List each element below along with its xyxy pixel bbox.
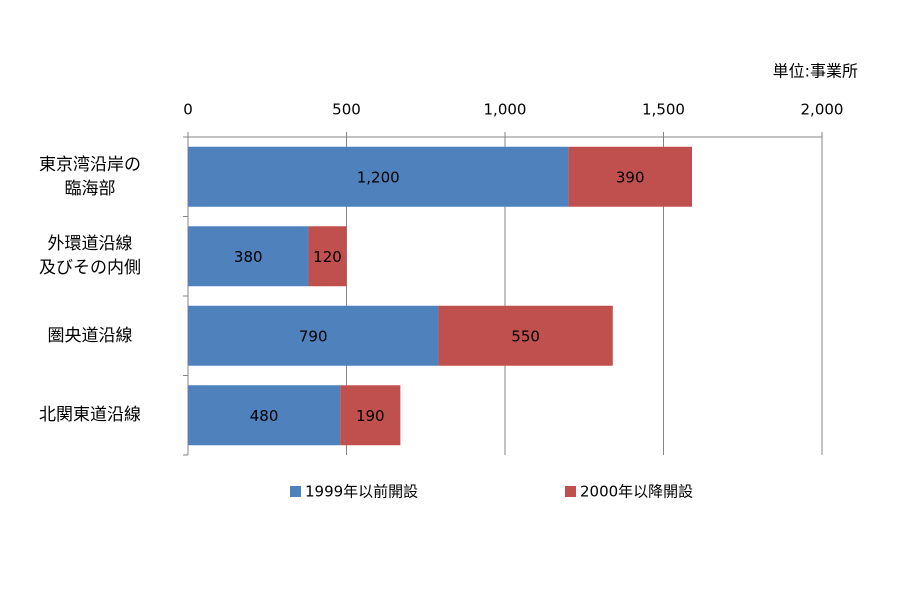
- bar: [340, 385, 401, 446]
- value-label: 790: [299, 327, 328, 345]
- legend-swatch: [565, 486, 576, 497]
- bar: [188, 305, 439, 366]
- value-label: 550: [511, 327, 540, 345]
- bar: [188, 226, 309, 287]
- bar: [568, 146, 693, 207]
- x-tick-label: 1,500: [642, 101, 685, 119]
- value-label: 120: [313, 248, 342, 266]
- value-label: 380: [234, 248, 263, 266]
- value-label: 480: [250, 407, 279, 425]
- bar: [438, 305, 613, 366]
- legend-swatch: [290, 486, 301, 497]
- unit-label: 単位:事業所: [773, 62, 858, 81]
- legend-label: 2000年以降開設: [580, 483, 693, 501]
- y-tick-label: 東京湾沿岸の 臨海部: [39, 154, 141, 199]
- y-tick-label: 圏央道沿線: [47, 325, 133, 346]
- x-tick-label: 0: [183, 101, 193, 119]
- x-tick-label: 500: [332, 101, 361, 119]
- x-tick-label: 1,000: [484, 101, 527, 119]
- bar: [308, 226, 347, 287]
- bar: [188, 146, 569, 207]
- value-label: 1,200: [357, 168, 400, 186]
- y-tick-label: 北関東道沿線: [39, 405, 141, 426]
- x-tick-label: 2,000: [801, 101, 844, 119]
- value-label: 390: [616, 168, 645, 186]
- bar: [188, 385, 341, 446]
- legend-label: 1999年以前開設: [305, 483, 418, 501]
- y-tick-label: 外環道沿線 及びその内側: [39, 234, 141, 279]
- value-label: 190: [356, 407, 385, 425]
